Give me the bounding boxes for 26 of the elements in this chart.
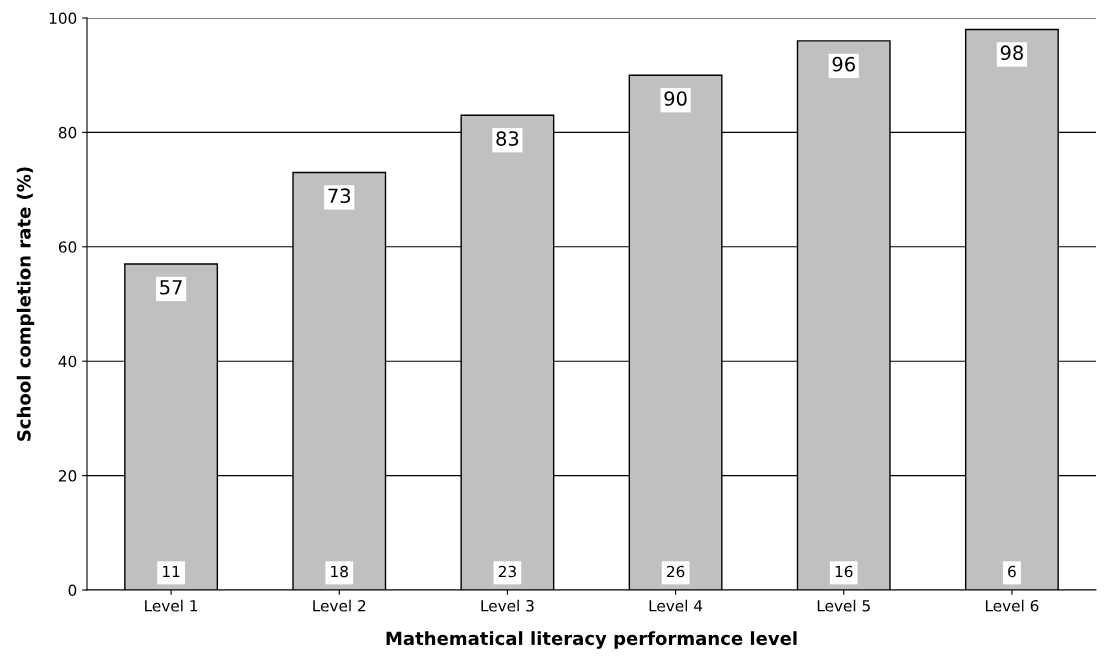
- y-tick-label: 100: [49, 12, 77, 25]
- y-tick-label: 80: [58, 126, 77, 139]
- y-axis-title: School completion rate (%): [16, 167, 35, 441]
- x-tick-label: Level 5: [817, 599, 870, 612]
- y-tick-label: 20: [58, 470, 77, 482]
- annotation: 23: [498, 565, 516, 578]
- x-tick-label: Level 4: [649, 599, 703, 612]
- y-tick-label: 40: [58, 355, 77, 368]
- annotation: 11: [163, 565, 180, 578]
- data-label: 57: [160, 280, 182, 295]
- annotation: 16: [835, 565, 853, 578]
- data-label: 90: [664, 91, 687, 106]
- data-label: 96: [832, 56, 855, 72]
- y-tick-label: 60: [58, 241, 77, 253]
- annotation: 26: [666, 565, 685, 578]
- x-tick-label: Level 6: [985, 599, 1039, 612]
- data-label: 83: [496, 131, 519, 146]
- x-axis-title: Mathematical literacy performance level: [386, 631, 797, 649]
- annotation: 6: [1008, 565, 1016, 578]
- annotation: 18: [331, 565, 348, 578]
- y-tick-label: 0: [68, 584, 77, 597]
- x-tick-label: Level 2: [313, 599, 366, 612]
- x-tick-label: Level 1: [145, 599, 198, 612]
- data-label: 73: [328, 188, 351, 204]
- data-label: 98: [1000, 45, 1023, 61]
- x-tick-label: Level 3: [481, 599, 534, 612]
